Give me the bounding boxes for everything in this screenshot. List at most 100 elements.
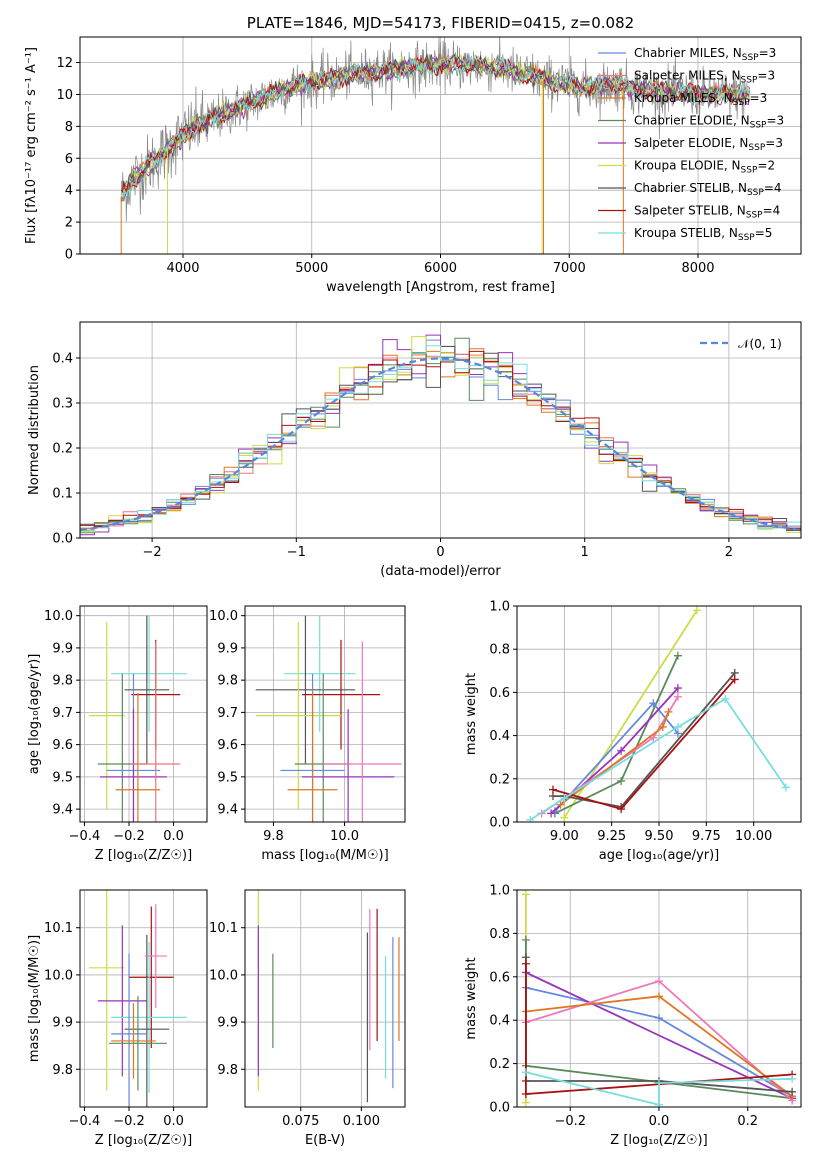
y-tick-label: 0.1	[52, 487, 73, 502]
y-tick-label: 0.4	[52, 352, 73, 367]
legend-entry: Salpeter STELIB, NSSP=4	[634, 204, 780, 221]
panel-mass_vs_ebv: 0.075 0.100 9.8 9.9 10.0 10.1 E(B-V)	[209, 889, 406, 1148]
legend-label: Chabrier MILES, N	[634, 46, 742, 60]
y-tick-label: 9.7	[52, 706, 73, 721]
y-tick-label: 0.8	[489, 643, 510, 658]
x-tick-label: −1	[287, 545, 306, 560]
y-tick-label: 10.1	[44, 921, 73, 936]
y-tick-label: 10	[56, 88, 73, 103]
y-axis-label: mass weight	[464, 673, 479, 755]
plus-marker	[649, 699, 658, 708]
y-tick-label: 0.0	[489, 816, 510, 831]
x-axis-label: mass [log₁₀(M/M☉)]	[261, 848, 388, 863]
x-tick-label: −0.2	[113, 1114, 145, 1129]
y-axis-label: mass [log₁₀(M/M☉)]	[27, 935, 42, 1062]
plus-marker	[560, 813, 569, 822]
x-tick-label: 9.8	[263, 829, 284, 844]
plus-marker	[521, 959, 530, 968]
plus-marker	[721, 694, 730, 703]
legend-subscript: SSP	[733, 98, 750, 108]
x-axis-label: age [log₁₀(age/yr)]	[599, 848, 720, 863]
plus-marker	[521, 1098, 530, 1107]
plus-marker	[655, 1100, 663, 1107]
error-cross	[88, 622, 125, 810]
legend-entry: Kroupa MILES, NSSP=3	[634, 91, 767, 108]
y-tick-label: 0.0	[52, 532, 73, 547]
plus-marker	[521, 890, 530, 899]
legend-label: Salpeter STELIB, N	[634, 204, 746, 218]
error-cross	[111, 941, 187, 1093]
plus-marker	[673, 722, 682, 731]
legend-entry: Kroupa ELODIE, NSSP=2	[634, 159, 775, 176]
panel-age_vs_Z: −0.4 −0.2 0.0 9.4 9.5 9.6 9.7 9.8 9.9 10.0 Z [log₁…	[27, 605, 208, 863]
y-tick-label: 0.6	[489, 686, 510, 701]
plot-area	[80, 606, 207, 822]
y-tick-label: 0.8	[489, 927, 510, 942]
panel-spectrum: 4000 5000 6000 7000 8000 0 2 4 6 8 10 12 wavelength …	[24, 14, 802, 295]
series-line	[525, 1071, 793, 1106]
error-cross	[131, 641, 181, 822]
y-tick-label: 0.4	[489, 1014, 510, 1029]
x-tick-label: 9.75	[692, 829, 721, 844]
y-axis-label: age [log₁₀(age/yr)]	[27, 654, 42, 775]
x-tick-label: 9.00	[550, 829, 579, 844]
legend-tail: =3	[765, 136, 783, 150]
mass-weight-series	[521, 1068, 797, 1107]
error-cross	[97, 925, 147, 1077]
x-tick-label: 0.0	[163, 1114, 184, 1129]
error-cross	[255, 622, 341, 810]
plus-marker	[788, 1074, 797, 1083]
y-axis-label: Flux [fλ10⁻¹⁷ erg cm⁻² s⁻¹ A⁻¹]	[24, 47, 39, 244]
plot-area	[517, 890, 801, 1107]
y-tick-label: 9.9	[217, 641, 238, 656]
x-tick-label: 0.0	[163, 829, 184, 844]
plus-marker	[521, 1068, 530, 1077]
panel-age_vs_mass: 9.8 10.0 9.4 9.5 9.6 9.7 9.8 9.9 10.0 mass [log₁₀…	[209, 605, 406, 863]
y-tick-label: 9.6	[52, 738, 73, 753]
error-cross	[287, 693, 338, 822]
legend-tail: =3	[759, 46, 777, 60]
error-cross	[111, 953, 147, 1107]
y-tick-label: 9.8	[217, 674, 238, 689]
x-tick-label: 0.075	[282, 1114, 319, 1129]
legend-tail: =3	[750, 91, 768, 105]
legend-entry: Salpeter ELODIE, NSSP=3	[634, 136, 783, 153]
legend-tail: =3	[757, 69, 775, 83]
x-axis-label: wavelength [Angstrom, rest frame]	[326, 280, 555, 295]
y-tick-label: 9.9	[217, 1016, 238, 1031]
plus-marker	[655, 992, 663, 1001]
mass-weight-series	[548, 675, 739, 814]
error-cross	[124, 934, 170, 1107]
axes-frame	[79, 889, 208, 1108]
legend-label: Kroupa STELIB, N	[634, 226, 738, 240]
y-tick-label: 0.6	[489, 970, 510, 985]
legend-entry: Salpeter MILES, NSSP=3	[634, 69, 775, 86]
legend-label: Salpeter ELODIE, N	[634, 136, 748, 150]
error-cross	[255, 615, 356, 764]
axes-frame	[244, 605, 406, 823]
y-tick-label: 6	[65, 152, 73, 167]
plus-marker	[730, 675, 739, 684]
error-cross	[100, 709, 167, 822]
gridlines	[517, 606, 801, 822]
plot-area	[517, 606, 801, 822]
axes-frame	[516, 605, 802, 823]
y-tick-label: 9.8	[217, 1063, 238, 1078]
y-tick-label: 9.4	[217, 803, 238, 818]
legend-subscript: SSP	[741, 76, 758, 86]
error-cross	[301, 709, 395, 822]
legend-label: Kroupa ELODIE, N	[634, 159, 741, 173]
y-tick-label: 9.9	[52, 641, 73, 656]
y-tick-label: 9.8	[52, 1063, 73, 1078]
legend-subscript: SSP	[750, 121, 767, 131]
x-tick-label: −0.4	[69, 829, 101, 844]
error-cross	[111, 615, 187, 732]
y-tick-label: 9.5	[52, 770, 73, 785]
series-line	[529, 697, 787, 821]
plus-marker	[521, 935, 530, 944]
legend-entry: Chabrier ELODIE, NSSP=3	[634, 114, 784, 131]
x-axis-label: Z [log₁₀(Z/Z☉)]	[95, 848, 192, 863]
y-tick-label: 1.0	[489, 884, 510, 899]
panel-massweight_vs_age: 9.00 9.25 9.50 9.75 10.00 0.0 0.2 0.4 0.6 0.8 1.0 a…	[464, 600, 802, 863]
axes-frame	[244, 889, 406, 1108]
